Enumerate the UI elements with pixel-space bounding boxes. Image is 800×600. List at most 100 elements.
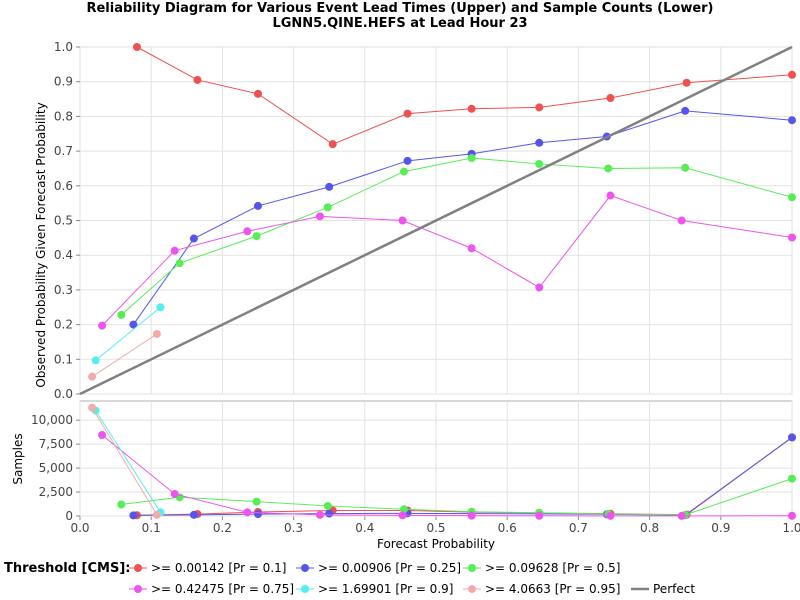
lower-data-point [252,497,261,506]
upper-data-point [535,103,544,112]
upper-data-point [129,320,138,329]
lower-data-point [88,403,97,412]
upper-data-point [403,109,412,118]
upper-data-point [467,104,476,113]
x-tick-label: 0.8 [640,521,659,535]
legend-item-label: >= 0.09628 [Pr = 0.5] [485,561,620,575]
lower-data-point [98,431,107,440]
upper-y-tick-label: 0.3 [54,283,73,297]
upper-data-point [788,116,796,125]
legend-marker-swatch [468,564,476,572]
upper-data-point [175,259,184,268]
lower-data-point [399,505,408,514]
upper-data-point [117,310,126,319]
upper-data-point [604,164,613,173]
lower-y-tick-label: 2,500 [39,485,73,499]
chart-title: Reliability Diagram for Various Event Le… [86,1,713,16]
upper-data-point [170,246,179,255]
upper-data-point [91,356,100,365]
upper-data-point [535,283,544,292]
upper-series-line-1 [132,110,793,325]
lower-y-tick-label: 5,000 [39,461,73,475]
upper-data-point [788,233,796,242]
legend: Threshold [CMS]: >= 0.00142 [Pr = 0.1] >=… [4,561,695,596]
upper-series-line-2 [120,157,793,316]
upper-data-point [677,216,686,225]
upper-y-tick-label: 1.0 [54,40,73,54]
x-tick-label: 0.3 [284,521,303,535]
lower-y-tick-label: 10,000 [31,413,73,427]
upper-y-tick-label: 0.9 [54,75,73,89]
upper-data-point [254,89,262,98]
upper-series-line-4 [95,306,161,361]
upper-y-tick-label: 0.1 [54,352,73,366]
legend-item-label: >= 1.69901 [Pr = 0.9] [318,582,453,596]
upper-data-point [156,303,165,312]
upper-y-tick-label: 0.2 [54,318,73,332]
upper-data-point [788,193,796,202]
lower-y-axis-label: Samples [11,433,25,484]
legend-marker-swatch [134,585,142,593]
legend-marker-swatch [468,585,476,593]
upper-y-axis-label: Observed Probability Given Forecast Prob… [34,102,48,387]
upper-y-tick-label: 0.7 [54,144,73,158]
legend-marker-swatch [301,585,309,593]
legend-title: Threshold [CMS]: [4,561,130,576]
upper-data-point [323,203,332,212]
upper-series-line-3 [101,194,793,326]
x-tick-label: 0.4 [355,521,374,535]
lower-data-point [606,511,615,520]
upper-data-point [254,201,262,210]
upper-data-point [535,159,544,168]
upper-data-point [398,216,407,225]
legend-item-label: >= 0.00906 [Pr = 0.25] [318,561,461,575]
upper-data-point [788,70,796,79]
lower-data-point [315,510,324,519]
upper-data-point [535,138,544,147]
upper-data-point [152,329,161,338]
x-tick-label: 0.5 [426,521,445,535]
lower-y-tick-label: 7,500 [39,437,73,451]
upper-panel: 0.0 0.1 0.2 0.3 0.4 0.5 0.6 0.7 0.8 0.9 1.0 [54,40,796,401]
lower-data-point [398,511,407,520]
upper-data-point [467,244,476,253]
lower-data-point [170,489,179,498]
upper-data-point [243,227,252,236]
x-tick-label: 0.1 [142,521,161,535]
lower-data-point [152,510,161,519]
legend-item-label: Perfect [653,582,695,596]
lower-series-line-3 [101,434,793,517]
legend-item-label: >= 0.42475 [Pr = 0.75] [151,582,294,596]
lower-data-point [467,511,476,520]
chart-subtitle: LGNN5.QINE.HEFS at Lead Hour 23 [272,16,527,31]
x-axis-label: Forecast Probability [377,537,495,551]
legend-item-label: >= 4.0663 [Pr = 0.95] [485,582,620,596]
x-tick-label: 0.9 [711,521,730,535]
upper-y-tick-label: 0.5 [54,214,73,228]
lower-data-point [323,501,332,510]
upper-series-line-5 [91,333,158,378]
lower-data-point [254,510,262,519]
upper-data-point [132,43,141,51]
legend-marker-swatch [301,564,309,572]
x-tick-label: 0.6 [498,521,517,535]
upper-y-tick-label: 0.4 [54,248,73,262]
upper-data-point [681,106,690,115]
upper-y-tick-label: 0.6 [54,179,73,193]
perfect-reliability-line [79,45,793,396]
upper-data-point [681,163,690,172]
x-tick-label: 0.0 [70,521,89,535]
upper-series-line-0 [136,46,793,145]
x-tick-label: 1.0 [782,521,800,535]
lower-data-point [117,500,126,509]
upper-y-tick-label: 0.8 [54,109,73,123]
upper-data-point [252,232,261,241]
lower-series-line-2 [121,478,793,516]
lower-series-line-5 [91,407,158,516]
lower-data-point [535,511,544,520]
upper-data-point [606,191,615,200]
lower-data-point [243,508,252,517]
lower-data-point [788,474,796,483]
lower-data-point [325,509,334,518]
